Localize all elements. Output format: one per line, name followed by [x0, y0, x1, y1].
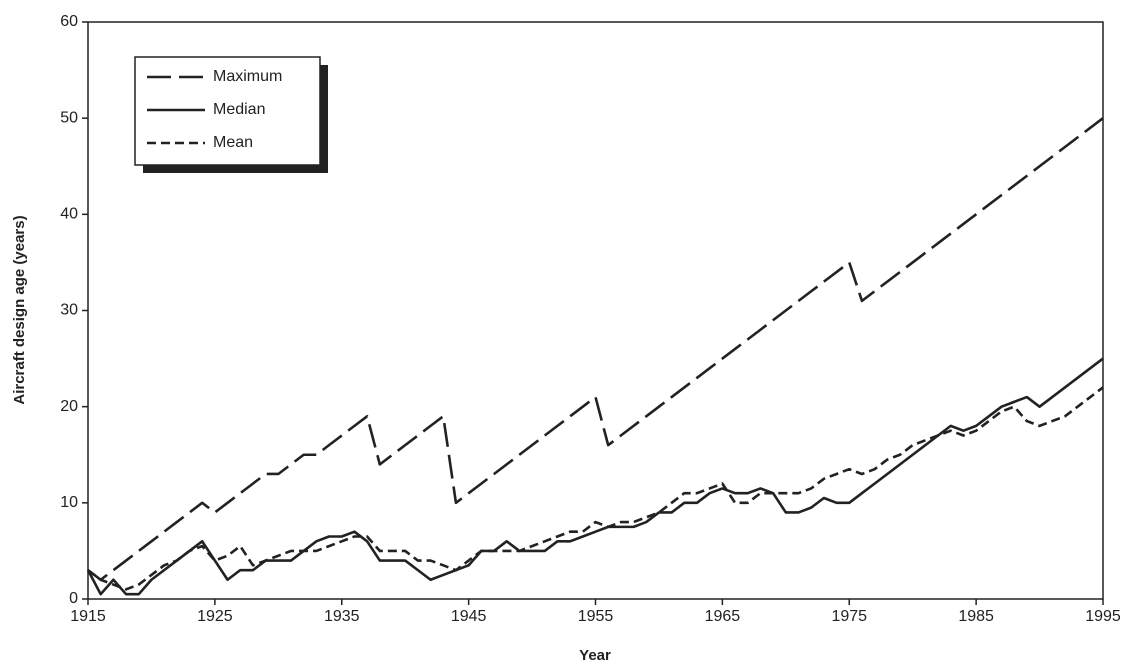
- y-axis-title: Aircraft design age (years): [11, 215, 28, 404]
- y-tick-label: 60: [60, 13, 78, 30]
- legend-label: Mean: [213, 134, 253, 151]
- x-tick-label: 1985: [958, 608, 994, 625]
- series-line: [86, 357, 1104, 596]
- y-tick-label: 10: [60, 494, 78, 511]
- x-tick-label: 1945: [451, 608, 487, 625]
- legend-label: Median: [213, 101, 265, 118]
- series-line: [87, 386, 1104, 591]
- x-tick-label: 1925: [197, 608, 233, 625]
- y-tick-label: 30: [60, 302, 78, 319]
- x-tick-label: 1935: [324, 608, 360, 625]
- series-line: [87, 117, 1104, 582]
- x-tick-label: 1975: [831, 608, 867, 625]
- x-tick-label: 1995: [1085, 608, 1121, 625]
- y-tick-label: 50: [60, 109, 78, 126]
- x-axis-title: Year: [579, 647, 611, 664]
- legend-label: Maximum: [213, 68, 282, 85]
- y-tick-label: 20: [60, 398, 78, 415]
- y-tick-label: 0: [69, 590, 78, 607]
- y-tick-label: 40: [60, 206, 78, 223]
- x-tick-label: 1965: [705, 608, 741, 625]
- x-tick-label: 1955: [578, 608, 614, 625]
- x-tick-label: 1915: [70, 608, 106, 625]
